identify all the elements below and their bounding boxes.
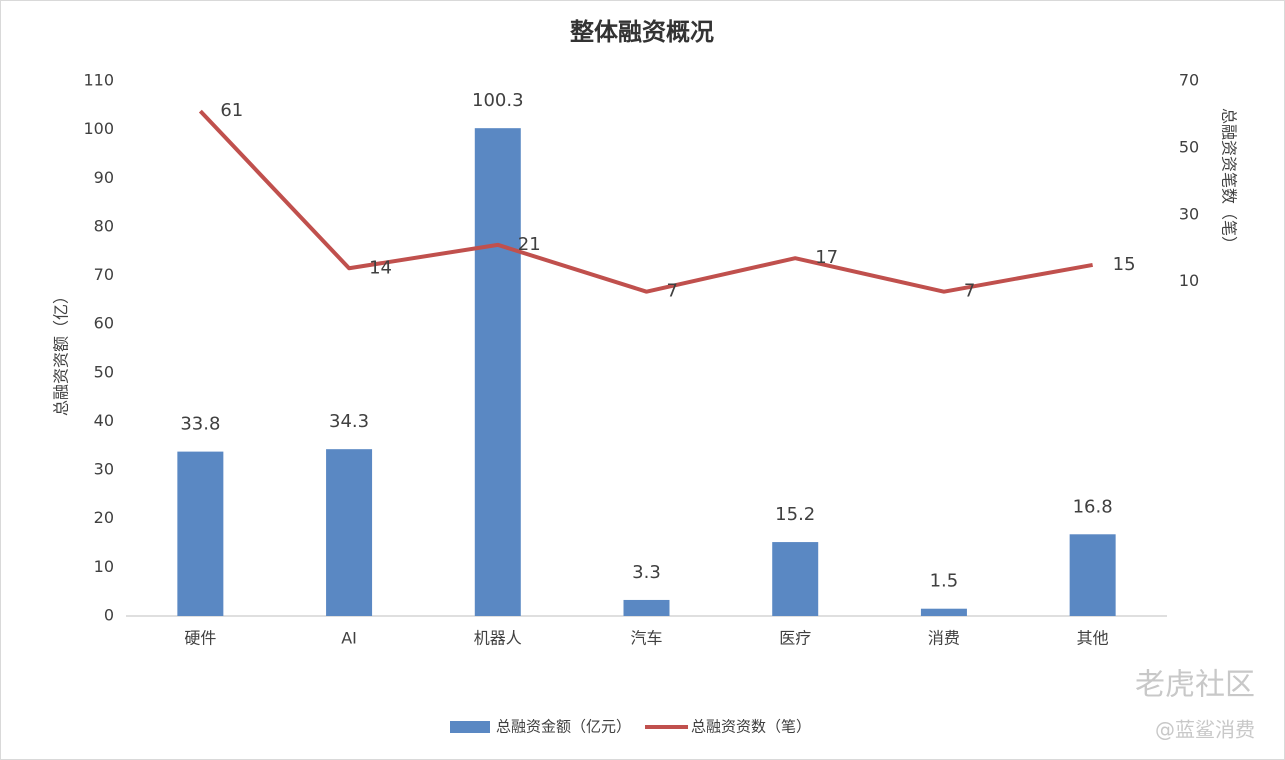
y-tick-label: 100 <box>83 119 114 138</box>
data-label: 15 <box>1113 254 1136 275</box>
data-label: 7 <box>964 281 975 302</box>
y-tick-label: 80 <box>94 216 114 235</box>
legend-label: 总融资资数（笔） <box>691 718 811 736</box>
bar <box>772 542 819 616</box>
data-label: 15.2 <box>775 504 815 525</box>
watermark: 老虎社区 <box>1135 668 1255 703</box>
bar <box>1069 534 1116 616</box>
legend-label: 总融资金额（亿元） <box>496 718 631 736</box>
x-tick-label: 消费 <box>928 629 960 648</box>
x-tick-label: AI <box>341 629 357 648</box>
data-label: 33.8 <box>180 414 220 435</box>
data-label: 1.5 <box>930 571 959 592</box>
x-tick-label: 硬件 <box>184 629 216 648</box>
y-tick-label: 70 <box>94 265 114 284</box>
y-tick-label: 90 <box>94 168 114 187</box>
chart-title: 整体融资概况 <box>570 18 714 46</box>
bar <box>474 128 521 616</box>
data-label: 3.3 <box>632 562 661 583</box>
y-tick-label: 30 <box>94 460 114 479</box>
data-label: 61 <box>220 100 243 121</box>
y-tick-label: 110 <box>83 71 114 90</box>
y2-axis-title: 总融资资笔数（笔） <box>1220 108 1239 252</box>
y2-tick-label: 30 <box>1179 204 1199 223</box>
bar <box>623 599 670 616</box>
y-tick-label: 0 <box>104 606 114 625</box>
y-tick-label: 50 <box>94 362 114 381</box>
data-label: 17 <box>815 247 838 268</box>
bar <box>177 451 224 616</box>
y-tick-label: 20 <box>94 508 114 527</box>
data-label: 21 <box>518 234 541 255</box>
y2-tick-label: 70 <box>1179 71 1199 90</box>
y-axis-title: 总融资资额（亿） <box>52 288 71 416</box>
bar <box>920 608 967 616</box>
y2-tick-label: 10 <box>1179 271 1199 290</box>
y-tick-label: 10 <box>94 557 114 576</box>
x-tick-label: 其他 <box>1077 629 1109 648</box>
x-tick-label: 医疗 <box>779 629 811 648</box>
watermark: @蓝鲨消费 <box>1155 718 1255 742</box>
legend-swatch <box>450 721 490 733</box>
x-tick-label: 机器人 <box>474 629 522 648</box>
bar <box>326 449 373 616</box>
y-tick-label: 60 <box>94 314 114 333</box>
y-tick-label: 40 <box>94 411 114 430</box>
line <box>198 109 1093 294</box>
data-label: 14 <box>369 257 392 278</box>
data-label: 16.8 <box>1073 496 1113 517</box>
x-tick-label: 汽车 <box>630 629 662 648</box>
data-label: 100.3 <box>472 90 524 111</box>
data-label: 7 <box>667 281 678 302</box>
y2-tick-label: 50 <box>1179 137 1199 156</box>
data-label: 34.3 <box>329 411 369 432</box>
